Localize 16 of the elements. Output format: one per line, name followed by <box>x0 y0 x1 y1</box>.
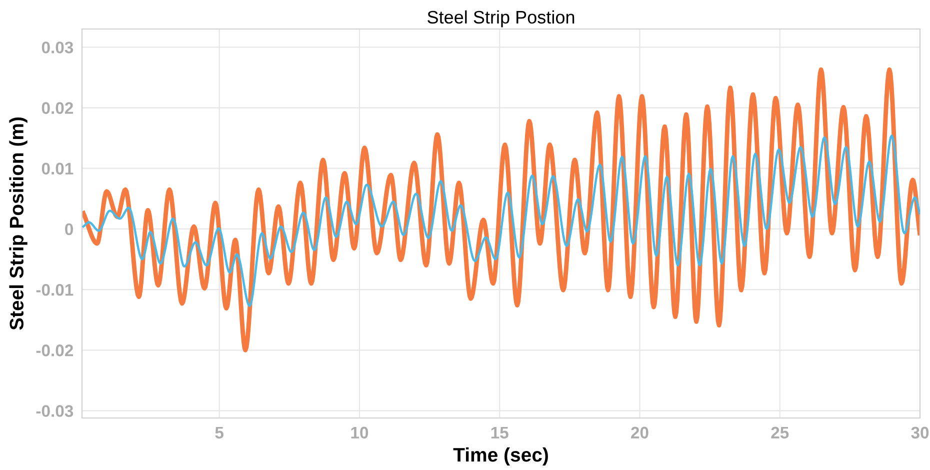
chart-title: Steel Strip Postion <box>428 10 574 28</box>
x-axis-title: Time (sec) <box>453 447 548 466</box>
y-tick-label: -0.01 <box>36 284 74 296</box>
y-axis-title: Steel Strip Position (m) <box>9 118 28 330</box>
x-tick-label: 15 <box>491 426 508 439</box>
y-tick-label: 0.02 <box>42 102 73 114</box>
y-tick-label: 0 <box>65 223 73 236</box>
x-tick-label: 20 <box>631 426 648 439</box>
y-tick-label: -0.02 <box>36 344 74 356</box>
x-tick-label: 25 <box>771 426 789 439</box>
x-tick-label: 30 <box>911 426 929 439</box>
x-tick-label: 5 <box>215 426 224 439</box>
y-tick-label: -0.03 <box>36 405 74 417</box>
y-tick-label: 0.01 <box>42 162 74 175</box>
x-tick-label: 10 <box>351 426 368 439</box>
y-tick-label: 0.03 <box>42 42 74 54</box>
